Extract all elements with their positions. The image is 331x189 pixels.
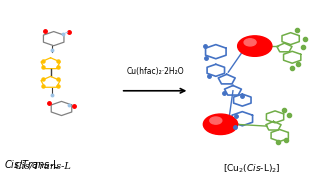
Text: [Cu$_2$($\it{Cis}$-L)$_2$]: [Cu$_2$($\it{Cis}$-L)$_2$] [223,162,280,175]
Circle shape [238,36,272,56]
Text: Cis/Trans-L: Cis/Trans-L [14,162,71,171]
Circle shape [244,39,256,46]
Circle shape [210,117,222,124]
Text: Cu(hfac)₂·2H₂O: Cu(hfac)₂·2H₂O [126,67,184,76]
Text: $\it{Cis}$/$\it{Trans}$-L: $\it{Cis}$/$\it{Trans}$-L [4,158,60,171]
Circle shape [203,114,238,135]
